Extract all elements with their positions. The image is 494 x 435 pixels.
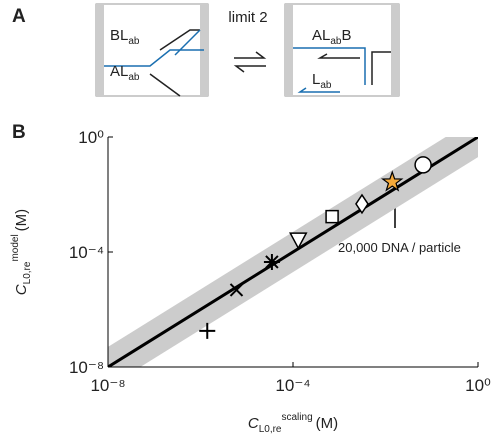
label: ALabB <box>312 27 352 47</box>
marker <box>289 232 308 250</box>
label-sub: L0,re <box>259 424 282 435</box>
plot-area <box>108 137 478 367</box>
label-sup: scaling <box>282 412 313 423</box>
marker <box>414 156 432 174</box>
label-base: C <box>248 415 259 432</box>
label: ALab <box>110 63 140 83</box>
strand <box>149 73 181 97</box>
panel-label: B <box>12 122 26 143</box>
strand <box>293 47 366 85</box>
label-base: BL <box>110 27 128 44</box>
wall <box>96 4 104 96</box>
fit-line <box>108 137 478 367</box>
x-tick-label: 10⁰ <box>465 376 491 395</box>
box-right <box>284 3 400 97</box>
y-axis-label: CL0,remodel (M) <box>10 209 33 295</box>
label: Lab <box>312 71 332 91</box>
panel-label: A <box>12 6 26 27</box>
marker <box>355 193 369 215</box>
y-tick-label: 10⁰ <box>78 128 104 147</box>
label-sub: L0,re <box>22 261 33 284</box>
strand <box>317 53 360 59</box>
center-label: limit 2 <box>228 9 267 26</box>
label-sub: ab <box>320 80 332 91</box>
label-sub: ab <box>128 72 140 83</box>
strand <box>104 49 204 67</box>
label: BLab <box>110 27 140 47</box>
label-sub: ab <box>128 36 140 47</box>
label-unit: (M) <box>316 415 339 432</box>
strand <box>174 29 201 56</box>
marker <box>325 209 339 224</box>
label-after: B <box>341 27 351 44</box>
y-tick-label: 10⁻⁴ <box>69 243 104 262</box>
x-tick-label: 10⁻⁸ <box>90 376 125 395</box>
marker <box>229 283 244 297</box>
y-tick-label: 10⁻⁸ <box>69 358 104 377</box>
label-sup: model <box>10 234 21 261</box>
label-base: AL <box>110 63 128 80</box>
strand <box>371 51 391 85</box>
panel-a: A BLab ALab limit 2 ALabB Lab <box>12 3 400 97</box>
x-axis-label: CL0,rescaling (M) <box>248 412 338 435</box>
marker <box>263 253 280 270</box>
x-tick-label: 10⁻⁴ <box>275 376 310 395</box>
marker <box>381 170 404 192</box>
label-unit: (M) <box>13 209 30 232</box>
annotation: 20,000 DNA / particle <box>338 240 461 255</box>
wall <box>285 4 293 96</box>
label-base: C <box>13 284 30 295</box>
label-base: AL <box>312 27 330 44</box>
marker <box>199 322 216 339</box>
strand <box>297 87 340 93</box>
wall <box>391 4 399 96</box>
equilibrium-arrows <box>233 51 267 73</box>
label-base: L <box>312 71 320 88</box>
label-sub: ab <box>330 36 342 47</box>
strand <box>159 29 200 51</box>
